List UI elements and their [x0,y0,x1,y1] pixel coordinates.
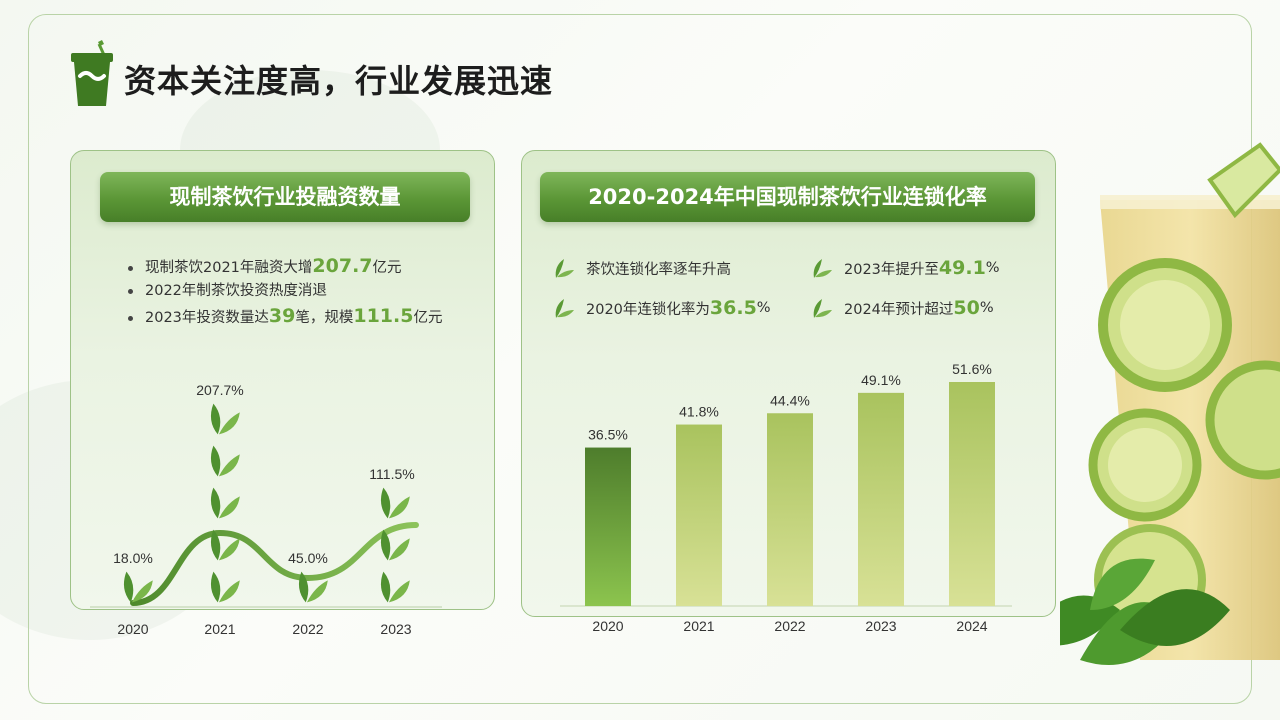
tea-cup-icon [71,40,113,106]
bar [676,424,722,606]
tea-leaf-icon [380,487,410,519]
data-label: 49.1% [861,372,901,388]
x-tick-label: 2021 [204,621,235,637]
investment-panel-heading: 现制茶饮行业投融资数量 [100,172,470,222]
x-tick-label: 2024 [956,618,987,634]
x-tick-label: 2022 [292,621,323,637]
tea-leaf-icon [123,571,153,603]
x-tick-label: 2022 [774,618,805,634]
bar [858,392,904,606]
data-label: 111.5% [369,466,414,482]
tea-leaf-icon [813,299,832,318]
x-tick-label: 2023 [380,621,411,637]
tea-leaf-icon [210,571,240,603]
list-item: 现制茶饮2021年融资大增207.7亿元 [128,254,442,279]
list-item: 2022年制茶饮投资热度消退 [128,279,442,304]
chain-rate-bar-chart: 36.5% 2020 41.8% 2021 44.4% 2022 49.1% 2023 51.6… [560,361,1012,634]
tea-leaf-icon [210,529,240,561]
x-tick-label: 2021 [683,618,714,634]
investment-bullet-list: 现制茶饮2021年融资大增207.7亿元 2022年制茶饮投资热度消退 2023… [128,254,442,329]
tea-leaf-icon [813,259,832,278]
tea-leaf-icon [555,259,574,278]
page-title: 资本关注度高，行业发展迅速 [124,62,554,100]
tea-leaf-icon [380,571,410,603]
tea-leaf-icon [210,487,240,519]
fact-item: 2020年连锁化率为 36.5% [552,296,771,320]
data-label: 36.5% [588,427,628,443]
data-label: 44.4% [770,392,810,408]
fact-item: 2023年提升至 49.1% [810,256,1000,280]
data-label: 41.8% [679,404,719,420]
bar [949,382,995,606]
tea-leaf-icon [298,571,328,603]
data-label: 45.0% [288,550,328,566]
fact-item: 茶饮连锁化率逐年升高 [552,256,731,280]
fact-item: 2024年预计超过 50% [810,296,994,320]
tea-leaf-icon [210,445,240,477]
tea-leaf-icon [555,299,574,318]
lemon-tea-drink-illustration [1060,142,1280,665]
data-label: 207.7% [196,382,243,398]
data-label: 51.6% [952,361,992,377]
bar [767,413,813,606]
list-item: 2023年投资数量达39笔，规模111.5亿元 [128,304,442,329]
investment-panel [70,150,495,610]
bar [585,447,631,606]
tea-leaf-icon [380,529,410,561]
trend-line [130,522,419,606]
investment-line-chart: 18.0% 207.7% 45.0% 111.5% 2020 2021 2022 2023 [90,382,442,637]
x-tick-label: 2023 [865,618,896,634]
x-tick-label: 2020 [592,618,623,634]
chain-rate-panel-heading: 2020-2024年中国现制茶饮行业连锁化率 [540,172,1035,222]
x-tick-label: 2020 [117,621,148,637]
tea-leaf-icon [210,403,240,435]
data-label: 18.0% [113,550,153,566]
